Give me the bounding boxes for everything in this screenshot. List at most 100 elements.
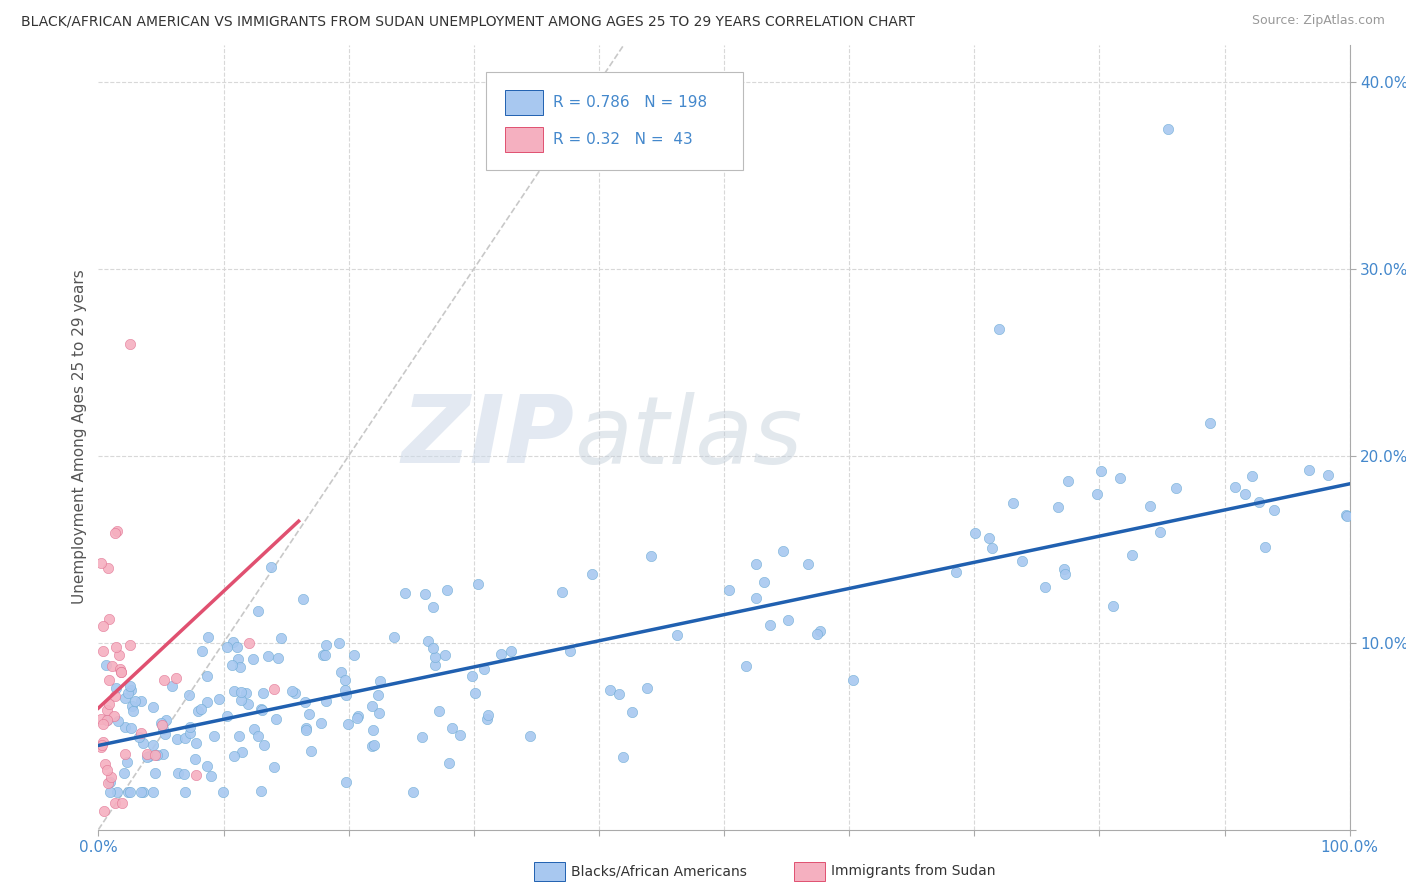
- Point: [222, 634, 245, 648]
- Text: atlas: atlas: [574, 392, 803, 483]
- Text: Immigrants from Sudan: Immigrants from Sudan: [831, 864, 995, 879]
- Point: [112, 766, 135, 780]
- Point: [263, 760, 285, 774]
- Point: [367, 706, 389, 720]
- Point: [250, 783, 273, 797]
- Point: [226, 640, 249, 655]
- Point: [91, 644, 114, 658]
- Point: [1149, 524, 1171, 539]
- Point: [423, 650, 446, 665]
- Point: [229, 692, 252, 706]
- Point: [162, 679, 184, 693]
- Point: [114, 721, 136, 735]
- Point: [257, 648, 280, 663]
- Point: [114, 690, 136, 705]
- Point: [1317, 468, 1340, 483]
- Point: [294, 695, 316, 709]
- Point: [190, 702, 212, 716]
- Text: Blacks/African Americans: Blacks/African Americans: [571, 864, 747, 879]
- Text: R = 0.32   N =  43: R = 0.32 N = 43: [553, 132, 692, 147]
- Point: [246, 729, 269, 743]
- Point: [96, 713, 118, 727]
- Point: [120, 682, 142, 697]
- Point: [104, 796, 127, 810]
- Point: [105, 640, 128, 655]
- Point: [110, 662, 132, 676]
- Point: [142, 785, 165, 799]
- Point: [152, 718, 174, 732]
- Point: [264, 713, 287, 727]
- Point: [152, 747, 174, 761]
- Point: [204, 729, 226, 743]
- Point: [519, 729, 541, 743]
- Point: [315, 693, 337, 707]
- Point: [436, 582, 458, 597]
- Point: [1253, 540, 1275, 554]
- Point: [360, 739, 382, 754]
- Point: [110, 665, 132, 680]
- Point: [235, 686, 257, 700]
- Point: [104, 525, 127, 540]
- Point: [1035, 580, 1057, 594]
- Point: [475, 712, 498, 726]
- Point: [367, 689, 389, 703]
- Point: [449, 728, 471, 742]
- Point: [121, 704, 143, 718]
- Point: [599, 683, 621, 698]
- Point: [221, 657, 243, 672]
- Point: [745, 557, 768, 571]
- Point: [1263, 503, 1285, 517]
- Point: [640, 549, 662, 563]
- Point: [413, 586, 436, 600]
- Point: [295, 721, 318, 735]
- Point: [90, 556, 112, 570]
- Point: [252, 738, 274, 752]
- Point: [477, 707, 499, 722]
- Point: [104, 689, 127, 703]
- Point: [842, 673, 865, 688]
- Point: [620, 705, 643, 719]
- Point: [422, 641, 444, 656]
- Point: [153, 727, 176, 741]
- Point: [100, 658, 122, 673]
- Point: [965, 525, 987, 540]
- Point: [1247, 495, 1270, 509]
- Point: [636, 681, 658, 695]
- Point: [1052, 562, 1074, 576]
- Point: [735, 658, 758, 673]
- Point: [142, 699, 165, 714]
- Point: [314, 648, 336, 662]
- Point: [131, 726, 153, 740]
- Point: [1090, 464, 1112, 478]
- Point: [797, 558, 820, 572]
- Point: [231, 746, 253, 760]
- Point: [335, 683, 357, 698]
- Point: [90, 739, 112, 754]
- Point: [212, 785, 235, 799]
- Point: [98, 611, 121, 625]
- Point: [184, 736, 207, 750]
- Point: [312, 648, 335, 663]
- Point: [292, 591, 315, 606]
- Point: [461, 669, 484, 683]
- Point: [335, 774, 357, 789]
- Point: [981, 541, 1004, 555]
- Point: [96, 764, 118, 778]
- Point: [1001, 496, 1024, 510]
- Point: [97, 776, 120, 790]
- Point: [97, 561, 120, 575]
- Point: [489, 648, 512, 662]
- Point: [215, 709, 238, 723]
- Point: [132, 736, 155, 750]
- Point: [238, 697, 260, 711]
- Point: [91, 735, 114, 749]
- Point: [97, 673, 120, 687]
- Point: [343, 648, 366, 663]
- Point: [612, 750, 634, 764]
- Point: [184, 752, 207, 766]
- Point: [138, 749, 160, 764]
- Point: [368, 673, 391, 688]
- Point: [433, 648, 456, 662]
- Point: [94, 657, 117, 672]
- Point: [309, 716, 332, 731]
